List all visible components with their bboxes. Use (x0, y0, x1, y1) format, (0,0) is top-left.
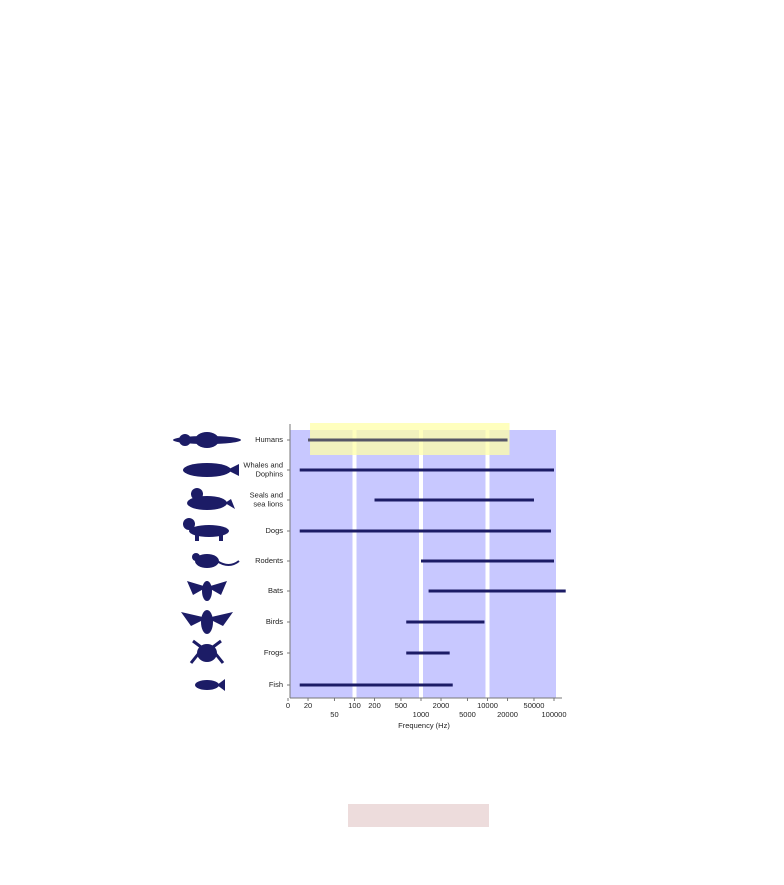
x-tick-label: 0 (286, 701, 290, 710)
icon-part (217, 679, 225, 691)
animal-icon (181, 610, 233, 634)
category-label: Birds (266, 617, 283, 626)
icon-part (187, 581, 227, 595)
icon-part (216, 560, 240, 566)
animal-icon (187, 581, 227, 601)
icon-part (197, 644, 217, 662)
animal-icon (173, 432, 241, 448)
animal-icon (183, 518, 229, 541)
category-label: Dogs (265, 526, 283, 535)
category-label: Whales and Dophins (243, 460, 283, 478)
x-tick-label: 50000 (524, 701, 545, 710)
x-tick-label: 10000 (477, 701, 498, 710)
placeholder-box (348, 804, 489, 827)
icon-part (192, 553, 200, 561)
x-tick-label: 50 (330, 710, 338, 719)
animal-icon (183, 463, 239, 477)
x-tick-label: 5000 (459, 710, 476, 719)
x-tick-label: 200 (368, 701, 381, 710)
icon-part (183, 463, 231, 477)
icon-part (219, 531, 223, 541)
x-tick-label: 2000 (433, 701, 450, 710)
icon-part (227, 464, 239, 476)
icon-part (195, 432, 219, 448)
icon-part (202, 581, 212, 601)
category-label: Humans (255, 435, 283, 444)
animal-icon (192, 553, 240, 568)
animal-icon (187, 488, 235, 510)
x-tick-label: 20000 (497, 710, 518, 719)
icon-part (195, 554, 219, 568)
category-label: Frogs (264, 648, 283, 657)
icon-part (201, 610, 213, 634)
icon-part (179, 434, 191, 446)
icon-part (181, 612, 233, 626)
x-tick-label: 100000 (541, 710, 566, 719)
animal-icon (195, 679, 225, 691)
category-label: Fish (269, 680, 283, 689)
icon-part (195, 680, 219, 690)
x-tick-label: 1000 (413, 710, 430, 719)
animal-icon (189, 639, 225, 664)
x-axis-title: Frequency (Hz) (398, 721, 450, 730)
icon-part (195, 531, 199, 541)
icon-part (189, 639, 225, 664)
x-tick-label: 100 (348, 701, 361, 710)
category-label: Seals and sea lions (250, 490, 284, 508)
icon-part (225, 499, 235, 509)
icon-part (183, 518, 195, 530)
x-tick-label: 500 (395, 701, 408, 710)
icon-part (191, 488, 203, 500)
category-label: Rodents (255, 556, 283, 565)
x-tick-label: 20 (304, 701, 312, 710)
category-label: Bats (268, 586, 283, 595)
